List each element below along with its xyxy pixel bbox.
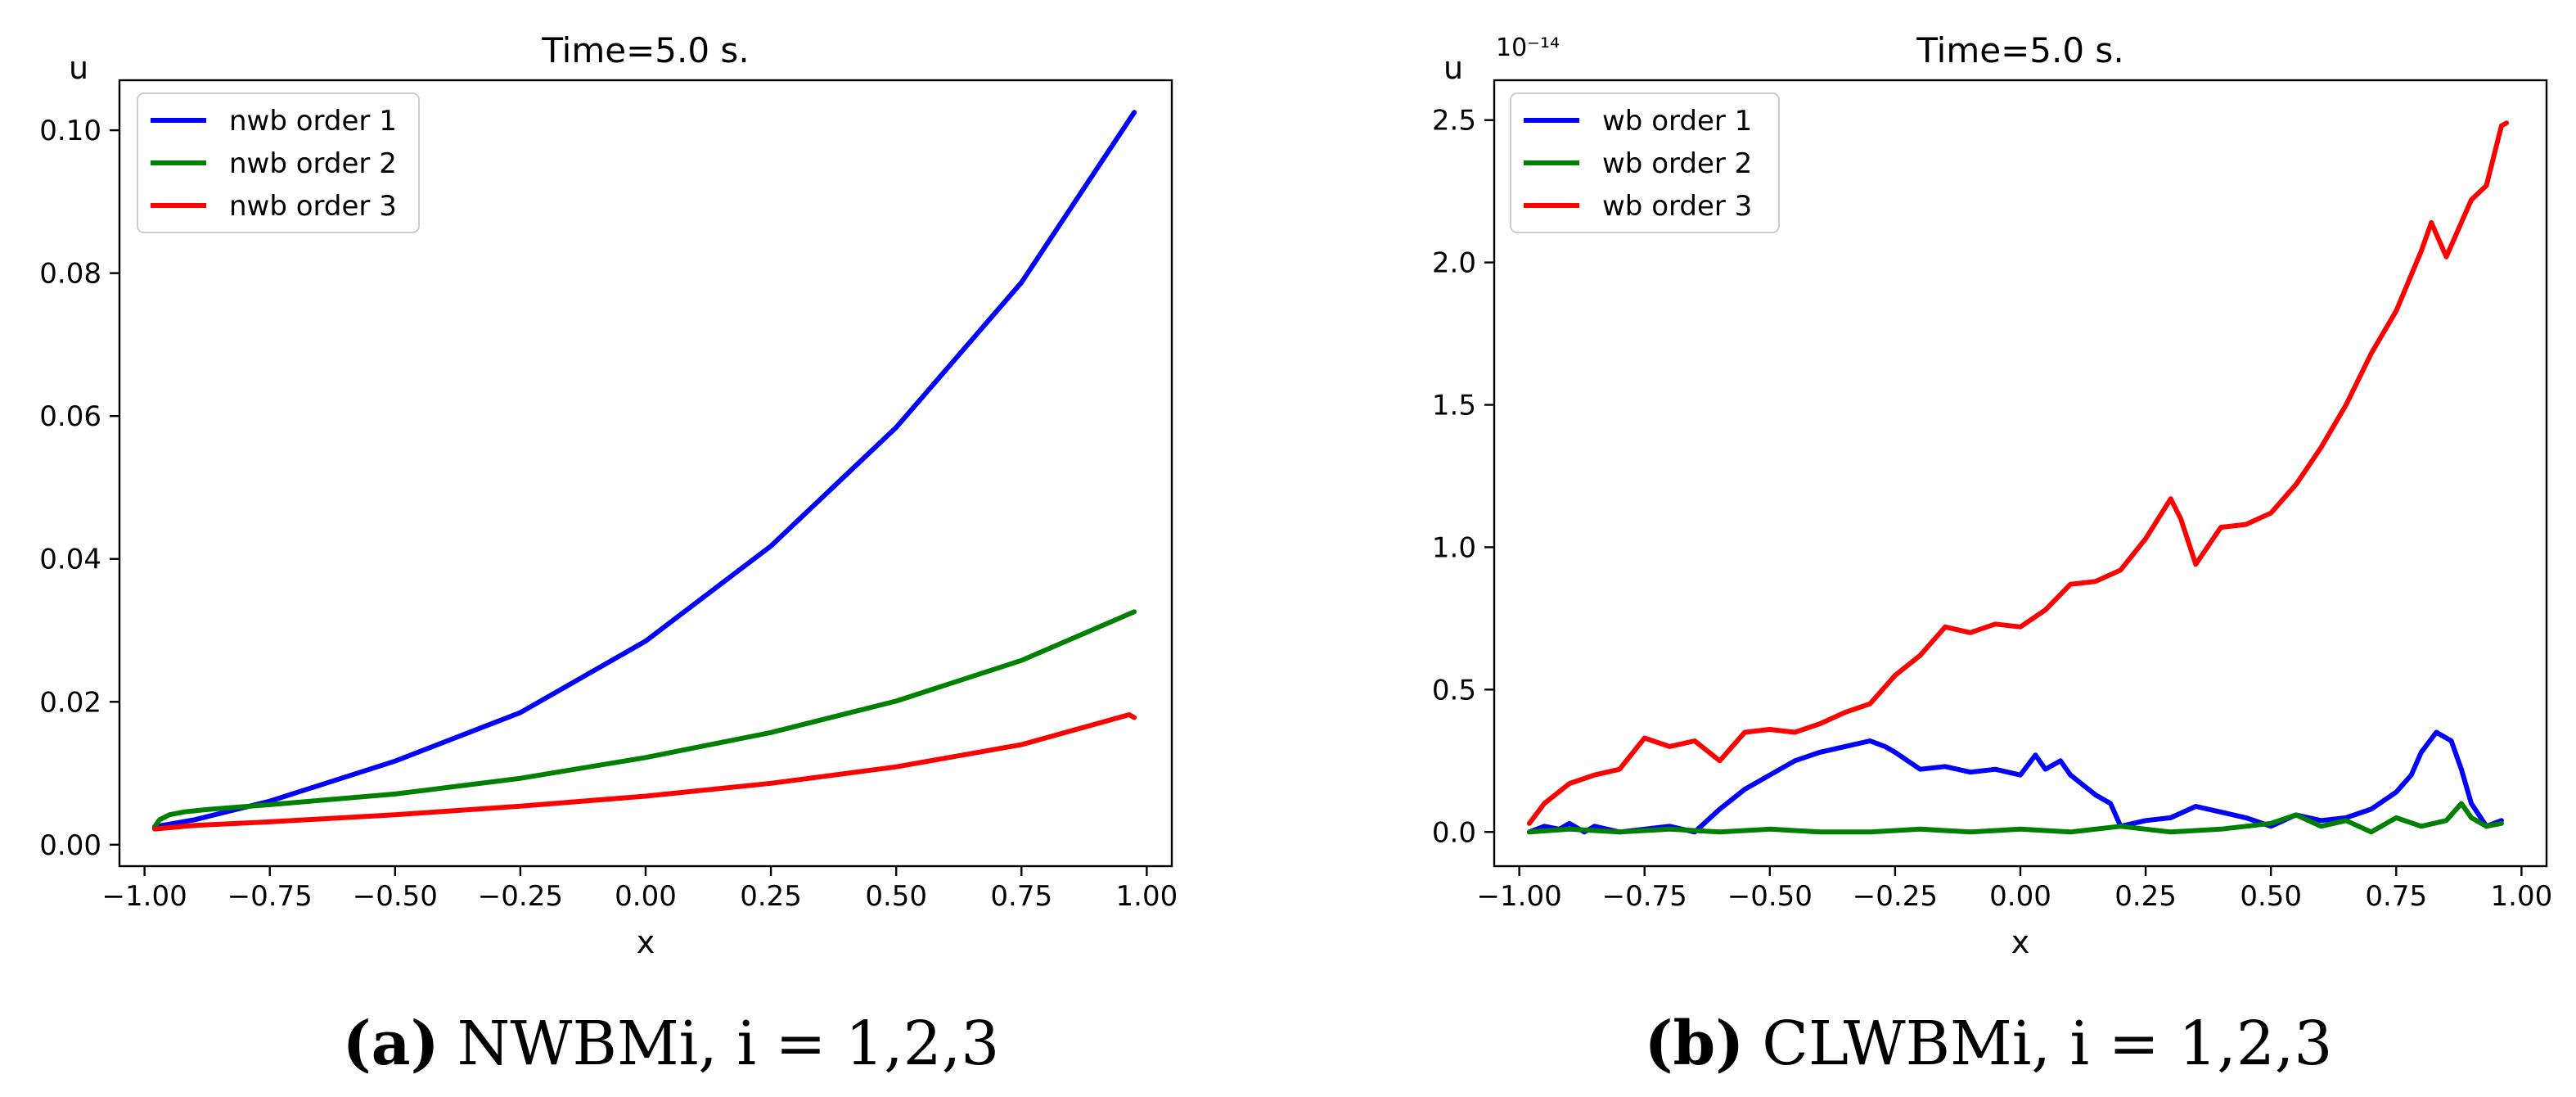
x-tick-label: 1.00 xyxy=(2491,880,2553,913)
y-axis-label: u xyxy=(69,50,88,86)
series-line-wb-order-3 xyxy=(1526,120,2509,826)
legend-label: wb order 1 xyxy=(1602,105,1752,138)
x-tick-label: 0.00 xyxy=(615,880,677,913)
panel-b: −1.00 −0.75 −0.50 −0.25 0.00 0.25 0.50 0.75 1.00… xyxy=(1432,30,2552,1079)
y-tick-label: 0.06 xyxy=(39,400,101,433)
x-tick-label: 0.25 xyxy=(740,880,802,913)
subfigure-caption: (b) CLWBMi, i = 1,2,3 xyxy=(1644,1009,2332,1079)
x-tick-label: 0.50 xyxy=(2240,880,2302,913)
x-tick-label: −0.25 xyxy=(1853,880,1938,913)
series-line-wb-order-2 xyxy=(1526,801,2504,835)
series-line-nwb-order-2 xyxy=(151,609,1137,829)
x-tick-label: 0.50 xyxy=(865,880,927,913)
y-scale-exponent: 10⁻¹⁴ xyxy=(1496,34,1560,62)
legend: wb order 1 wb order 2 wb order 3 xyxy=(1510,93,1780,233)
x-tick-label: 0.25 xyxy=(2114,880,2177,913)
x-tick-label: 0.00 xyxy=(1989,880,2051,913)
x-tick-label: −0.50 xyxy=(1727,880,1813,913)
chart-title: Time=5.0 s. xyxy=(541,30,749,70)
x-axis-label: x xyxy=(637,924,655,960)
panel-a: −1.00 −0.75 −0.50 −0.25 0.00 0.25 0.50 0.75 1.00… xyxy=(39,30,1178,1079)
x-tick-label: 0.75 xyxy=(990,880,1052,913)
legend-label: wb order 2 xyxy=(1602,147,1752,180)
y-tick-label: 0.5 xyxy=(1432,674,1476,707)
y-tick-label: 2.0 xyxy=(1432,247,1476,280)
y-tick-label: 0.08 xyxy=(39,258,101,291)
legend: nwb order 1 nwb order 2 nwb order 3 xyxy=(137,93,420,233)
legend-label: nwb order 1 xyxy=(229,105,397,138)
y-tick-label: 0.10 xyxy=(39,115,101,147)
x-tick-label: −0.75 xyxy=(1602,880,1687,913)
x-axis-label: x xyxy=(2011,924,2030,960)
y-tick-label: 0.0 xyxy=(1432,816,1476,849)
x-tick-label: 1.00 xyxy=(1116,880,1178,913)
y-tick-label: 0.00 xyxy=(39,829,101,862)
x-tick-label: 0.75 xyxy=(2365,880,2427,913)
legend-label: wb order 3 xyxy=(1602,190,1752,223)
y-axis-label: u xyxy=(1443,50,1463,86)
caption-text: NWBMi, i = 1,2,3 xyxy=(457,1009,1000,1079)
x-tick-label: −1.00 xyxy=(1477,880,1562,913)
y-tick-label: 2.5 xyxy=(1432,105,1476,138)
caption-letter: (a) xyxy=(343,1009,439,1079)
legend-box xyxy=(1510,93,1780,233)
series-line-nwb-order-1 xyxy=(151,110,1137,829)
chart-title: Time=5.0 s. xyxy=(1916,30,2123,70)
caption-text: CLWBMi, i = 1,2,3 xyxy=(1762,1009,2332,1079)
y-tick-label: 1.5 xyxy=(1432,390,1476,422)
legend-label: nwb order 3 xyxy=(229,190,397,223)
legend-box xyxy=(137,93,420,233)
y-tick-label: 0.04 xyxy=(39,544,101,576)
subfigure-caption: (a) NWBMi, i = 1,2,3 xyxy=(343,1009,1000,1079)
y-tick-label: 1.0 xyxy=(1432,531,1476,564)
x-tick-label: −0.50 xyxy=(353,880,438,913)
x-tick-label: −0.25 xyxy=(478,880,563,913)
y-tick-label: 0.02 xyxy=(39,686,101,719)
caption-letter: (b) xyxy=(1644,1009,1744,1079)
x-tick-label: −1.00 xyxy=(102,880,187,913)
x-tick-label: −0.75 xyxy=(227,880,313,913)
series-line-nwb-order-3 xyxy=(151,712,1137,832)
legend-label: nwb order 2 xyxy=(229,147,397,180)
